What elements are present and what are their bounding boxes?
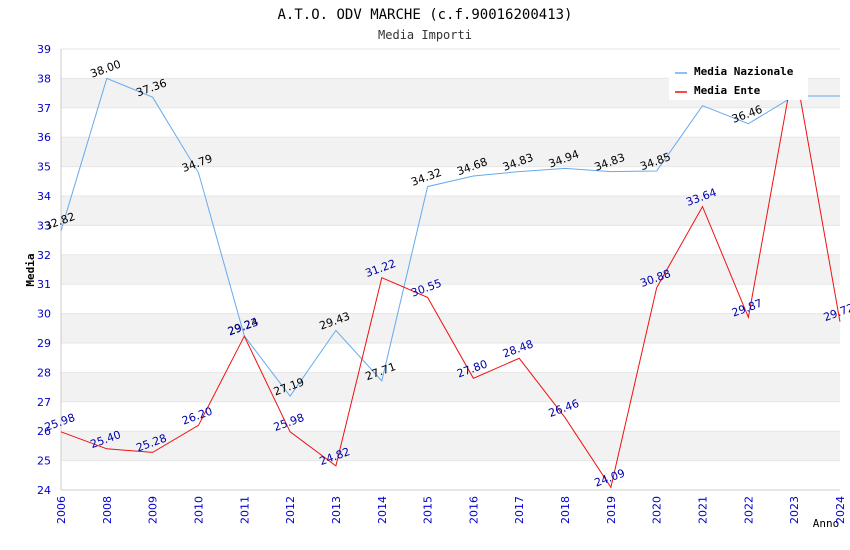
y-tick-label: 29	[37, 337, 51, 350]
y-tick-label: 35	[37, 161, 51, 174]
series-line-nazionale	[60, 77, 840, 398]
x-tick-label: 2008	[101, 496, 114, 524]
grid-band	[61, 431, 840, 461]
y-tick-labels: 24 25 26 27 28 29 30 31 32 33 34 35 36 37 38 39	[37, 43, 51, 497]
x-tick-label: 2016	[467, 496, 480, 524]
chart-title: A.T.O. ODV MARCHE (c.f.90016200413)	[277, 7, 572, 23]
x-tick-label: 2019	[605, 496, 618, 524]
x-tick-label: 2013	[330, 496, 343, 524]
data-label-nazionale: 38.00	[89, 58, 123, 81]
y-axis-label: Media	[24, 253, 37, 286]
data-label-ente: 26.20	[180, 405, 214, 428]
x-tick-label: 2017	[513, 496, 526, 524]
x-tick-label: 2012	[284, 496, 297, 524]
data-label-nazionale: 32.82	[43, 210, 77, 233]
legend-box	[669, 60, 808, 100]
x-tick-label: 2014	[376, 496, 389, 524]
chart-subtitle: Media Importi	[378, 28, 472, 42]
x-axis-label: Anno	[813, 517, 840, 530]
x-tick-label: 2009	[147, 496, 160, 524]
x-tick-label: 2024	[834, 496, 847, 524]
grid-band	[61, 372, 840, 402]
series-line-ente	[60, 63, 841, 489]
y-tick-label: 25	[37, 455, 51, 468]
data-label-ente: 25.98	[43, 411, 77, 434]
y-tick-label: 27	[37, 396, 51, 409]
y-tick-label: 36	[37, 131, 51, 144]
y-tick-label: 24	[37, 484, 51, 497]
x-tick-label: 2006	[55, 496, 68, 524]
x-tick-label: 2015	[422, 496, 435, 524]
y-tick-label: 30	[37, 308, 51, 321]
y-tick-label: 37	[37, 102, 51, 115]
x-tick-label: 2020	[651, 496, 664, 524]
x-tick-labels: 2006 2008 2009 2010 2011 2012 2013 2014 2015 2016…	[55, 496, 847, 524]
x-tick-label: 2021	[697, 496, 710, 524]
y-tick-label: 26	[37, 425, 51, 438]
y-tick-label: 33	[37, 219, 51, 232]
y-tick-label: 31	[37, 278, 51, 291]
grid-lines	[61, 48, 840, 491]
legend: Media Nazionale Media Ente	[669, 60, 808, 100]
grid-band	[61, 137, 840, 167]
x-tick-label: 2010	[192, 496, 205, 524]
grid-band	[61, 254, 840, 285]
x-tick-label: 2011	[238, 496, 251, 524]
grid-bands	[61, 78, 840, 461]
legend-label-nazionale: Media Nazionale	[694, 65, 794, 78]
x-tick-label: 2018	[559, 496, 572, 524]
x-tick-label: 2023	[788, 496, 801, 524]
y-tick-label: 38	[37, 72, 51, 85]
y-tick-label: 39	[37, 43, 51, 56]
data-label-nazionale: 34.32	[409, 166, 443, 189]
legend-label-ente: Media Ente	[694, 84, 761, 97]
grid-band	[61, 196, 840, 226]
y-tick-label: 34	[37, 190, 51, 203]
x-tick-label: 2022	[742, 496, 755, 524]
data-label-ente: 25.98	[272, 411, 306, 434]
y-tick-label: 28	[37, 366, 51, 379]
y-tick-label: 32	[37, 249, 51, 262]
series-lines	[60, 63, 841, 489]
